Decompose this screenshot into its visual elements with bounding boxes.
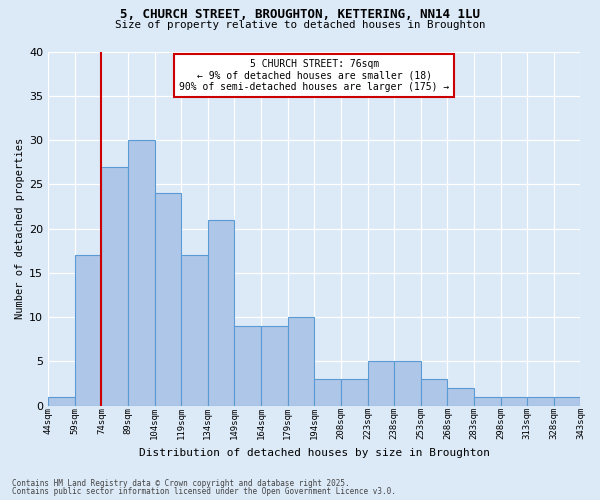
Bar bbox=[208, 220, 235, 406]
Bar bbox=[527, 396, 554, 406]
Bar bbox=[474, 396, 500, 406]
X-axis label: Distribution of detached houses by size in Broughton: Distribution of detached houses by size … bbox=[139, 448, 490, 458]
Text: Size of property relative to detached houses in Broughton: Size of property relative to detached ho… bbox=[115, 20, 485, 30]
Bar bbox=[368, 362, 394, 406]
Bar bbox=[181, 255, 208, 406]
Bar bbox=[394, 362, 421, 406]
Bar bbox=[101, 166, 128, 406]
Bar bbox=[48, 396, 75, 406]
Bar bbox=[235, 326, 261, 406]
Bar bbox=[314, 379, 341, 406]
Bar bbox=[288, 317, 314, 406]
Bar bbox=[448, 388, 474, 406]
Bar bbox=[554, 396, 580, 406]
Bar bbox=[75, 255, 101, 406]
Bar bbox=[500, 396, 527, 406]
Y-axis label: Number of detached properties: Number of detached properties bbox=[15, 138, 25, 319]
Bar bbox=[128, 140, 155, 406]
Bar bbox=[155, 193, 181, 406]
Text: Contains HM Land Registry data © Crown copyright and database right 2025.: Contains HM Land Registry data © Crown c… bbox=[12, 478, 350, 488]
Bar bbox=[261, 326, 288, 406]
Text: 5 CHURCH STREET: 76sqm
← 9% of detached houses are smaller (18)
90% of semi-deta: 5 CHURCH STREET: 76sqm ← 9% of detached … bbox=[179, 58, 449, 92]
Bar bbox=[421, 379, 448, 406]
Text: 5, CHURCH STREET, BROUGHTON, KETTERING, NN14 1LU: 5, CHURCH STREET, BROUGHTON, KETTERING, … bbox=[120, 8, 480, 20]
Bar bbox=[341, 379, 368, 406]
Text: Contains public sector information licensed under the Open Government Licence v3: Contains public sector information licen… bbox=[12, 487, 396, 496]
